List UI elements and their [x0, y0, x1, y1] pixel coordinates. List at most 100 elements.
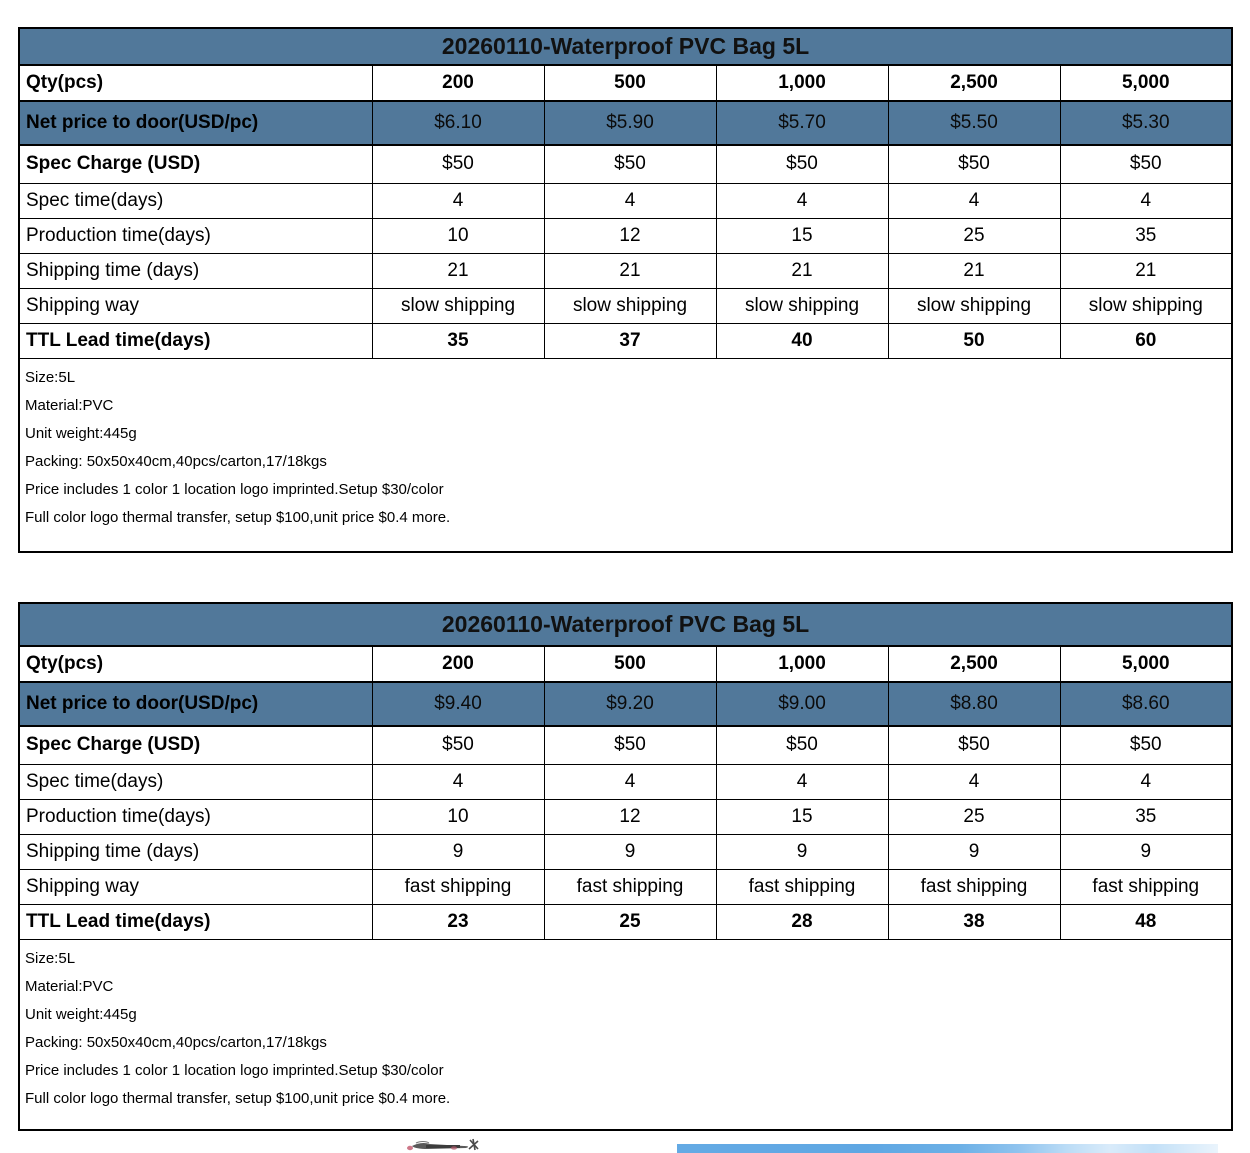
- row-value-cell: $50: [887, 725, 1061, 765]
- row-value-cell: 21: [887, 252, 1061, 289]
- note-line: Size:5L: [25, 949, 76, 967]
- row-value-cell: 21: [1059, 252, 1233, 289]
- table-row: Production time(days) 10 12 15 25 35: [18, 217, 1233, 254]
- row-value-cell: $5.50: [887, 100, 1061, 146]
- row-label-cell: TTL Lead time(days): [18, 322, 373, 359]
- qty-label-cell: Qty(pcs): [18, 64, 373, 102]
- partial-banner-image-fragment: [677, 1144, 1218, 1153]
- table-row: TTL Lead time(days) 35 37 40 50 60: [18, 322, 1233, 359]
- quote-table: 20260110-Waterproof PVC Bag 5L Qty(pcs) 20…: [18, 27, 1234, 553]
- row-value-cell: 12: [543, 217, 717, 254]
- row-value-cell: $8.60: [1059, 681, 1233, 727]
- row-value-cell: $9.40: [371, 681, 545, 727]
- table-row: Shipping way slow shipping slow shipping sl…: [18, 287, 1233, 324]
- row-value-cell: 35: [1059, 798, 1233, 835]
- partial-product-photo-fragment: [404, 1137, 484, 1153]
- row-value-cell: 15: [715, 798, 889, 835]
- note-line: Material:PVC: [25, 977, 114, 995]
- note-line: Full color logo thermal transfer, setup …: [25, 508, 451, 526]
- row-value-cell: slow shipping: [887, 287, 1061, 324]
- note-line: Price includes 1 color 1 location logo i…: [25, 1061, 444, 1079]
- row-label-cell: Net price to door(USD/pc): [18, 681, 373, 727]
- note-line: Full color logo thermal transfer, setup …: [25, 1089, 451, 1107]
- table-row: Spec Charge (USD) $50 $50 $50 $50 $50: [18, 725, 1233, 765]
- table-title-row: 20260110-Waterproof PVC Bag 5L: [18, 602, 1233, 647]
- row-value-cell: $5.90: [543, 100, 717, 146]
- row-value-cell: 48: [1059, 903, 1233, 940]
- row-value-cell: 10: [371, 798, 545, 835]
- row-value-cell: 38: [887, 903, 1061, 940]
- row-value-cell: 4: [1059, 763, 1233, 800]
- table-row: Shipping time (days) 21 21 21 21 21: [18, 252, 1233, 289]
- table-title: 20260110-Waterproof PVC Bag 5L: [18, 602, 1233, 647]
- row-label-cell: Shipping way: [18, 868, 373, 905]
- row-label-cell: Shipping time (days): [18, 833, 373, 870]
- photo-fragment-graphic: [407, 1138, 479, 1151]
- row-value-cell: 15: [715, 217, 889, 254]
- table-row: Shipping way fast shipping fast shipping fa…: [18, 868, 1233, 905]
- row-value-cell: 4: [887, 763, 1061, 800]
- row-value-cell: $50: [543, 144, 717, 184]
- row-label-cell: Spec Charge (USD): [18, 144, 373, 184]
- row-value-cell: 35: [1059, 217, 1233, 254]
- row-label-cell: Shipping time (days): [18, 252, 373, 289]
- row-value-cell: 4: [887, 182, 1061, 219]
- row-value-cell: fast shipping: [1059, 868, 1233, 905]
- row-value-cell: 21: [543, 252, 717, 289]
- row-label-cell: Production time(days): [18, 217, 373, 254]
- table-row: Net price to door(USD/pc) $9.40 $9.20 $9.00…: [18, 681, 1233, 727]
- qty-value-cell: 500: [543, 64, 717, 102]
- notes-row: Size:5L Material:PVC Unit weight:445g Packi…: [18, 938, 1233, 1130]
- quote-table: 20260110-Waterproof PVC Bag 5L Qty(pcs) 20…: [18, 602, 1234, 1131]
- row-value-cell: $6.10: [371, 100, 545, 146]
- row-value-cell: $50: [715, 725, 889, 765]
- row-value-cell: 40: [715, 322, 889, 359]
- table-row: Spec time(days) 4 4 4 4 4: [18, 763, 1233, 800]
- row-label-cell: Net price to door(USD/pc): [18, 100, 373, 146]
- qty-value-cell: 5,000: [1059, 645, 1233, 683]
- row-value-cell: 10: [371, 217, 545, 254]
- row-value-cell: 4: [371, 182, 545, 219]
- row-value-cell: 25: [887, 217, 1061, 254]
- row-value-cell: $9.00: [715, 681, 889, 727]
- note-line: Unit weight:445g: [25, 1005, 137, 1023]
- row-label-cell: Spec Charge (USD): [18, 725, 373, 765]
- row-value-cell: $50: [887, 144, 1061, 184]
- row-value-cell: fast shipping: [715, 868, 889, 905]
- note-line: Packing: 50x50x40cm,40pcs/carton,17/18kg…: [25, 452, 327, 470]
- table-row: TTL Lead time(days) 23 25 28 38 48: [18, 903, 1233, 940]
- row-value-cell: $50: [1059, 725, 1233, 765]
- table-row: Production time(days) 10 12 15 25 35: [18, 798, 1233, 835]
- row-value-cell: 35: [371, 322, 545, 359]
- qty-label-cell: Qty(pcs): [18, 645, 373, 683]
- table-row: Spec Charge (USD) $50 $50 $50 $50 $50: [18, 144, 1233, 184]
- notes-row: Size:5L Material:PVC Unit weight:445g Packi…: [18, 357, 1233, 552]
- row-label-cell: Shipping way: [18, 287, 373, 324]
- qty-value-cell: 2,500: [887, 64, 1061, 102]
- qty-value-cell: 1,000: [715, 645, 889, 683]
- row-value-cell: fast shipping: [543, 868, 717, 905]
- row-value-cell: $50: [371, 144, 545, 184]
- row-value-cell: slow shipping: [1059, 287, 1233, 324]
- row-value-cell: 21: [715, 252, 889, 289]
- note-line: Size:5L: [25, 368, 76, 386]
- qty-header-row: Qty(pcs) 200 500 1,000 2,500 5,000: [18, 64, 1233, 102]
- qty-value-cell: 500: [543, 645, 717, 683]
- table-title: 20260110-Waterproof PVC Bag 5L: [18, 27, 1233, 66]
- row-value-cell: slow shipping: [371, 287, 545, 324]
- row-value-cell: 25: [887, 798, 1061, 835]
- row-value-cell: slow shipping: [543, 287, 717, 324]
- notes-cell: Size:5L Material:PVC Unit weight:445g Packi…: [18, 938, 1233, 1130]
- quotation-table-slow-shipping: 20260110-Waterproof PVC Bag 5L Qty(pcs) 20…: [18, 27, 1234, 553]
- row-value-cell: 9: [715, 833, 889, 870]
- qty-value-cell: 200: [371, 64, 545, 102]
- row-value-cell: $50: [371, 725, 545, 765]
- row-value-cell: $5.30: [1059, 100, 1233, 146]
- row-value-cell: 21: [371, 252, 545, 289]
- row-value-cell: slow shipping: [715, 287, 889, 324]
- note-line: Price includes 1 color 1 location logo i…: [25, 480, 444, 498]
- table-row: Net price to door(USD/pc) $6.10 $5.90 $5.70…: [18, 100, 1233, 146]
- row-value-cell: 12: [543, 798, 717, 835]
- row-value-cell: $9.20: [543, 681, 717, 727]
